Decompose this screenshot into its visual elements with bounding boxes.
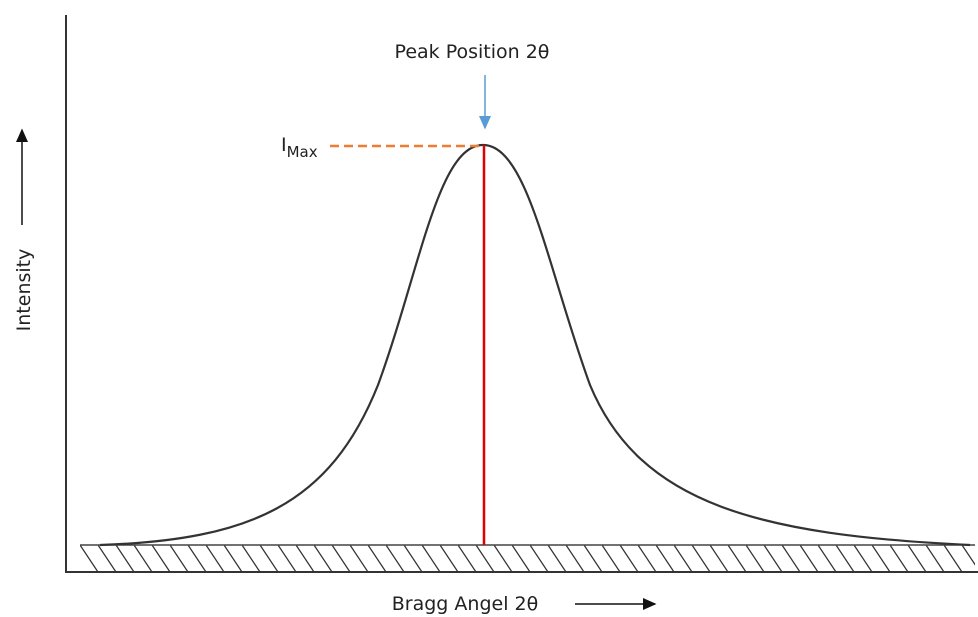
peak-position-label: Peak Position 2θ	[395, 41, 550, 63]
imax-main: I	[281, 134, 287, 156]
peak-curve	[99, 143, 971, 547]
x-axis-label: Bragg Angel 2θ	[392, 593, 538, 615]
y-axis-label: Intensity	[13, 249, 35, 332]
imax-label: IMax	[281, 134, 318, 161]
imax-sub: Max	[287, 143, 318, 161]
hatched-base	[80, 545, 975, 572]
